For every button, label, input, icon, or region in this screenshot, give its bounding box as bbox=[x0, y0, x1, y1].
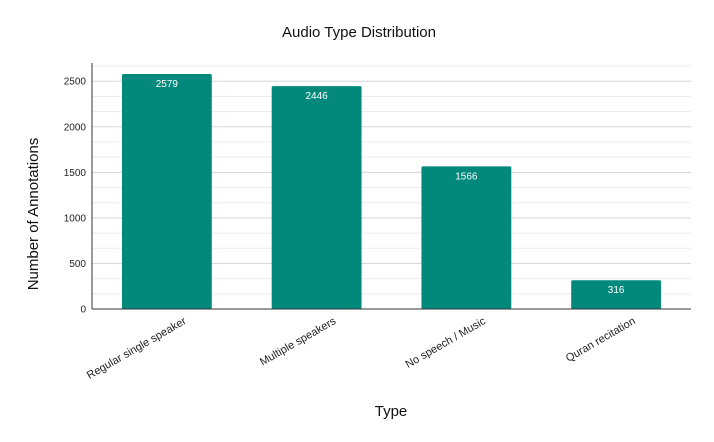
bar-data-label: 2446 bbox=[306, 91, 329, 102]
bar bbox=[121, 74, 212, 309]
x-category-label: No speech / Music bbox=[404, 315, 489, 371]
y-tick-label: 500 bbox=[69, 259, 86, 270]
x-category-labels: Regular single speaker Multiple speakers N… bbox=[85, 315, 638, 382]
bar bbox=[421, 166, 512, 309]
x-category-label: Multiple speakers bbox=[258, 315, 339, 368]
y-tick-label: 1000 bbox=[64, 213, 87, 224]
bar-data-label: 316 bbox=[608, 285, 625, 296]
bar bbox=[271, 86, 362, 310]
y-tick-label: 2500 bbox=[64, 77, 87, 88]
y-tick-label: 2000 bbox=[64, 122, 87, 133]
axes bbox=[91, 63, 691, 310]
y-tick-labels: 0 500 1000 1500 2000 2500 bbox=[64, 77, 87, 316]
x-axis-title: Type bbox=[375, 403, 408, 420]
bar bbox=[571, 280, 662, 309]
bars: 2579 2446 1566 316 bbox=[121, 74, 662, 310]
bar-data-label: 1566 bbox=[455, 171, 478, 182]
y-tick-label: 0 bbox=[80, 305, 86, 316]
y-tick-label: 1500 bbox=[64, 168, 87, 179]
y-axis-title: Number of Annotations bbox=[25, 138, 42, 291]
x-category-label: Regular single speaker bbox=[85, 315, 189, 382]
chart-title: Audio Type Distribution bbox=[282, 24, 436, 41]
bar-data-label: 2579 bbox=[156, 79, 179, 90]
x-category-label: Quran recitation bbox=[564, 315, 638, 365]
